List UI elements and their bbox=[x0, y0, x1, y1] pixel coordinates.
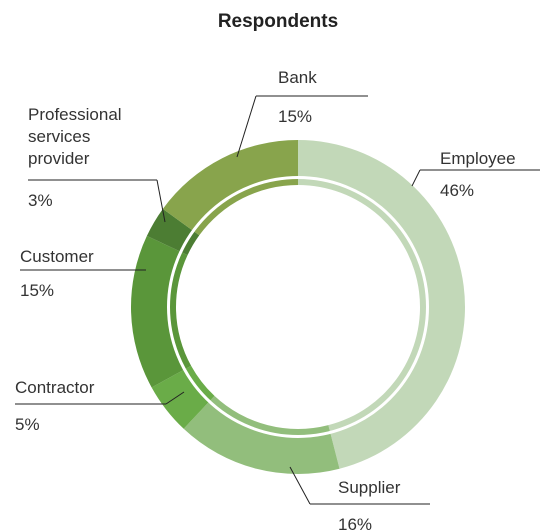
value-label-supplier: 16% bbox=[338, 515, 372, 532]
value-label-employee: 46% bbox=[440, 181, 474, 200]
slice-labels: Employee 46% Supplier 16% Contractor 5% Custom… bbox=[15, 68, 516, 532]
leader-line-employee bbox=[411, 169, 421, 187]
inner-ring-professional-services-provider bbox=[180, 230, 200, 256]
leader-line-contractor bbox=[165, 391, 185, 405]
slice-employee bbox=[298, 140, 466, 469]
value-label-contractor: 5% bbox=[15, 415, 40, 434]
slice-professional-services-provider bbox=[146, 208, 193, 252]
category-label-professional-services-provider: provider bbox=[28, 149, 90, 168]
category-label-supplier: Supplier bbox=[338, 478, 401, 497]
category-label-bank: Bank bbox=[278, 68, 317, 87]
leader-line-supplier bbox=[289, 466, 311, 505]
leader-line-professional-services-provider bbox=[156, 179, 166, 223]
slice-bank bbox=[162, 140, 298, 231]
inner-ring-contractor bbox=[184, 365, 215, 402]
chart-title: Respondents bbox=[218, 11, 338, 32]
category-label-contractor: Contractor bbox=[15, 378, 95, 397]
slice-supplier bbox=[183, 401, 340, 474]
category-label-professional-services-provider: services bbox=[28, 127, 90, 146]
inner-ring-supplier bbox=[209, 395, 331, 437]
leader-line-bank bbox=[236, 95, 257, 158]
value-label-professional-services-provider: 3% bbox=[28, 191, 53, 210]
value-label-customer: 15% bbox=[20, 281, 54, 300]
donut-slices bbox=[131, 140, 466, 474]
category-label-employee: Employee bbox=[440, 149, 516, 168]
category-label-professional-services-provider: Professional bbox=[28, 105, 122, 124]
ring-gap bbox=[167, 176, 429, 438]
slice-customer bbox=[131, 235, 185, 388]
slice-contractor bbox=[151, 369, 210, 429]
category-label-customer: Customer bbox=[20, 247, 94, 266]
value-label-bank: 15% bbox=[278, 107, 312, 126]
leader-lines bbox=[15, 95, 540, 505]
